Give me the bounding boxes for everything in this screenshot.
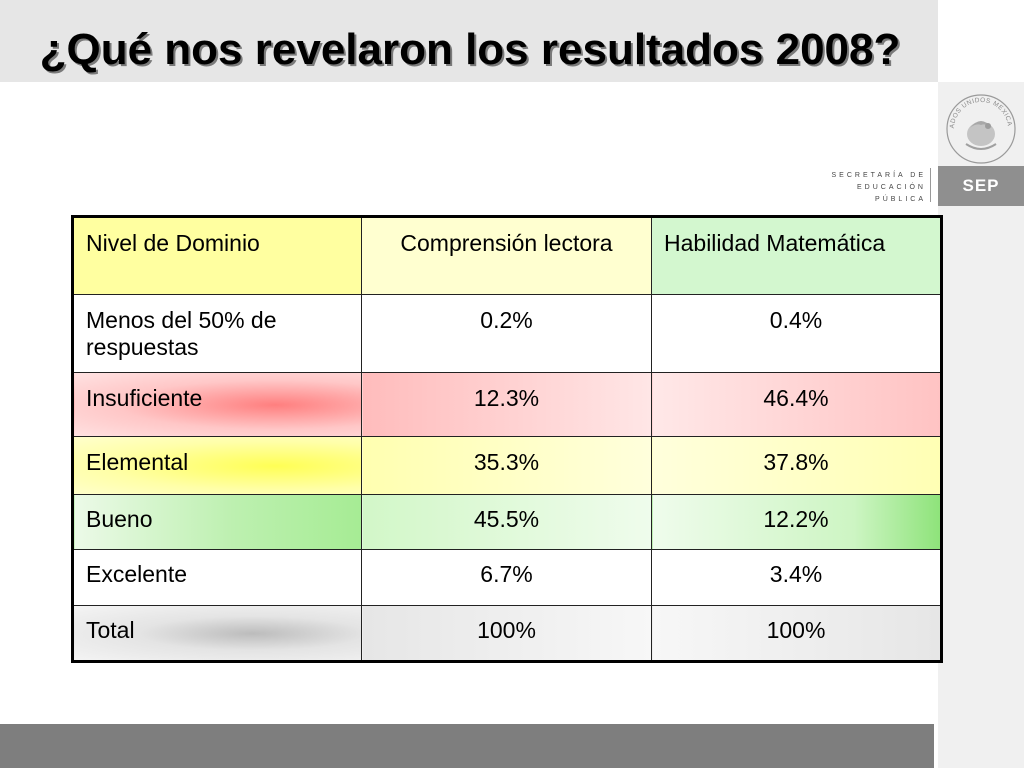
- row-level: Total: [72, 605, 362, 662]
- row-level: Elemental: [72, 436, 362, 495]
- ministry-line1: SECRETARÍA DE: [831, 172, 926, 179]
- row-lectora: 0.2%: [361, 294, 652, 373]
- table-header-row: Nivel de Dominio Comprensión lectora Hab…: [72, 216, 942, 295]
- header-lectora: Comprensión lectora: [361, 216, 652, 295]
- table-row: Menos del 50% de respuestas 0.2% 0.4%: [72, 294, 942, 373]
- ministry-name: SECRETARÍA DE EDUCACIÓN PÚBLICA: [808, 170, 926, 206]
- slide-title: ¿Qué nos revelaron los resultados 2008?: [39, 25, 901, 74]
- row-matematica: 46.4%: [651, 372, 942, 437]
- table-row: Bueno 45.5% 12.2%: [72, 494, 942, 550]
- row-level: Excelente: [72, 549, 362, 606]
- results-table: Nivel de Dominio Comprensión lectora Hab…: [71, 215, 943, 663]
- table-row: Elemental 35.3% 37.8%: [72, 436, 942, 495]
- row-level: Bueno: [72, 494, 362, 550]
- row-level: Menos del 50% de respuestas: [72, 294, 362, 373]
- table-row: Insuficiente 12.3% 46.4%: [72, 372, 942, 437]
- table-total-row: Total 100% 100%: [72, 605, 942, 662]
- row-level: Insuficiente: [72, 372, 362, 437]
- row-matematica: 12.2%: [651, 494, 942, 550]
- title-band: [0, 0, 938, 82]
- row-lectora: 6.7%: [361, 549, 652, 606]
- right-strip-top: [938, 0, 1024, 82]
- row-matematica: 100%: [651, 605, 942, 662]
- header-matematica: Habilidad Matemática: [651, 216, 942, 295]
- header-level: Nivel de Dominio: [72, 216, 362, 295]
- footer-bar: [0, 724, 934, 768]
- table-row: Excelente 6.7% 3.4%: [72, 549, 942, 606]
- logo-divider: [930, 168, 931, 202]
- row-matematica: 0.4%: [651, 294, 942, 373]
- row-lectora: 45.5%: [361, 494, 652, 550]
- ministry-line2: EDUCACIÓN PÚBLICA: [856, 184, 926, 203]
- sep-logo: SEP: [938, 166, 1024, 206]
- row-matematica: 3.4%: [651, 549, 942, 606]
- row-matematica: 37.8%: [651, 436, 942, 495]
- row-lectora: 12.3%: [361, 372, 652, 437]
- row-lectora: 100%: [361, 605, 652, 662]
- row-lectora: 35.3%: [361, 436, 652, 495]
- national-seal-icon: ESTADOS UNIDOS MEXICANOS: [944, 92, 1016, 164]
